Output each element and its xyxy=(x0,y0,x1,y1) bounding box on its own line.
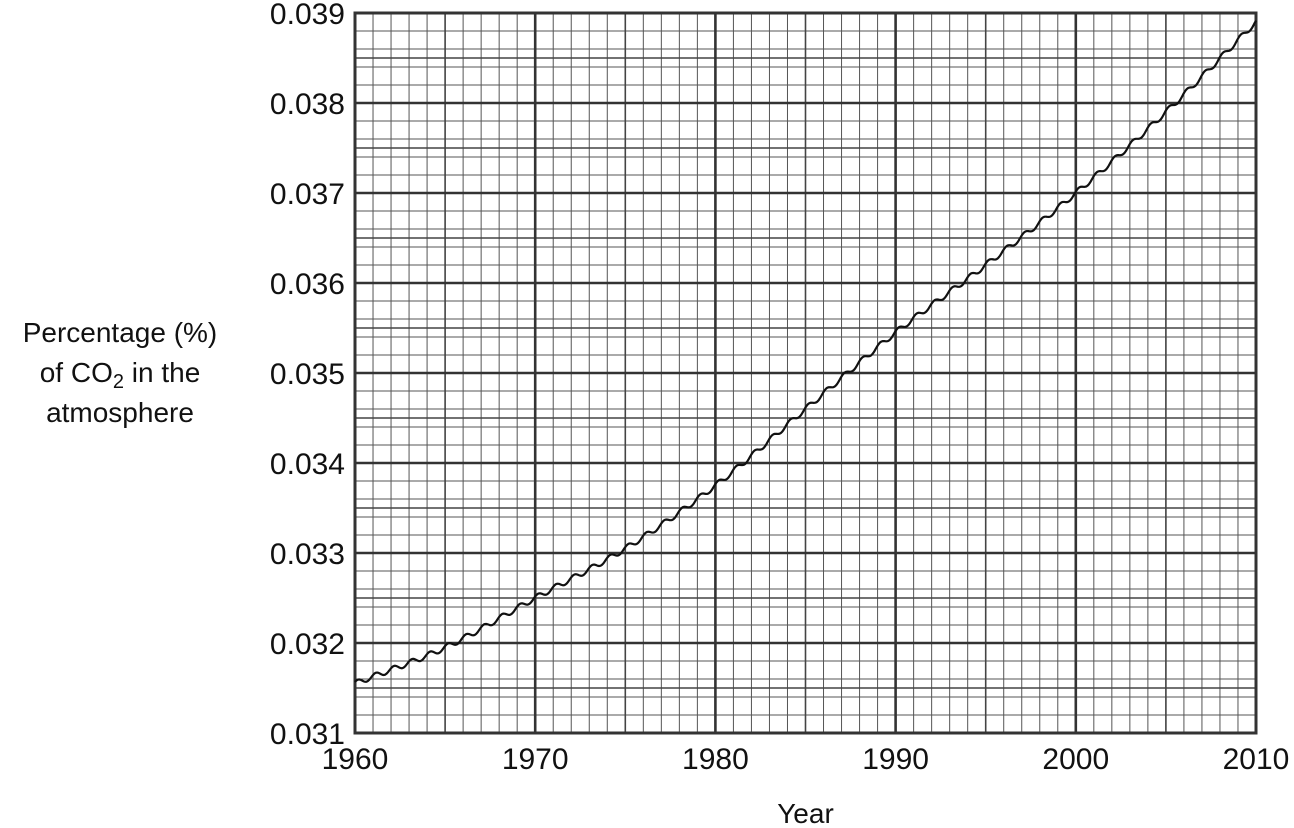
y-axis-title-suffix: in the xyxy=(123,357,201,388)
x-tick-label: 2010 xyxy=(1223,743,1290,776)
x-tick-label: 1990 xyxy=(862,743,929,776)
plot-frame xyxy=(353,11,1258,735)
x-tick-label: 1970 xyxy=(502,743,569,776)
y-axis-title-line-1: Percentage (%) xyxy=(22,317,218,348)
y-tick-label: 0.033 xyxy=(270,538,345,571)
y-tick-label: 0.036 xyxy=(270,268,345,301)
co2-series-line xyxy=(354,19,1257,683)
y-tick-labels: 0.031 0.032 0.033 0.034 0.035 0.036 0.037 0.038… xyxy=(270,0,345,751)
y-axis-title-subscript: 2 xyxy=(112,371,124,393)
y-axis-title: Percentage (%) of CO2 in the atmosphere xyxy=(0,313,240,433)
x-tick-labels: 1960 1970 1980 1990 2000 2010 xyxy=(322,743,1290,776)
y-tick-label: 0.034 xyxy=(270,448,345,481)
y-tick-label: 0.031 xyxy=(270,718,345,751)
y-axis-title-line-2: of CO2 in the xyxy=(0,353,240,393)
y-tick-label: 0.035 xyxy=(270,358,345,391)
y-axis-title-line-3: atmosphere xyxy=(46,397,194,428)
x-axis-title: Year xyxy=(777,798,834,828)
x-tick-label: 2000 xyxy=(1042,743,1109,776)
y-tick-label: 0.032 xyxy=(270,628,345,661)
y-tick-label: 0.039 xyxy=(270,0,345,31)
x-tick-label: 1980 xyxy=(682,743,749,776)
y-tick-label: 0.038 xyxy=(270,88,345,121)
y-tick-label: 0.037 xyxy=(270,178,345,211)
y-axis-title-prefix: of CO xyxy=(39,357,113,388)
x-tick-label: 1960 xyxy=(322,743,389,776)
